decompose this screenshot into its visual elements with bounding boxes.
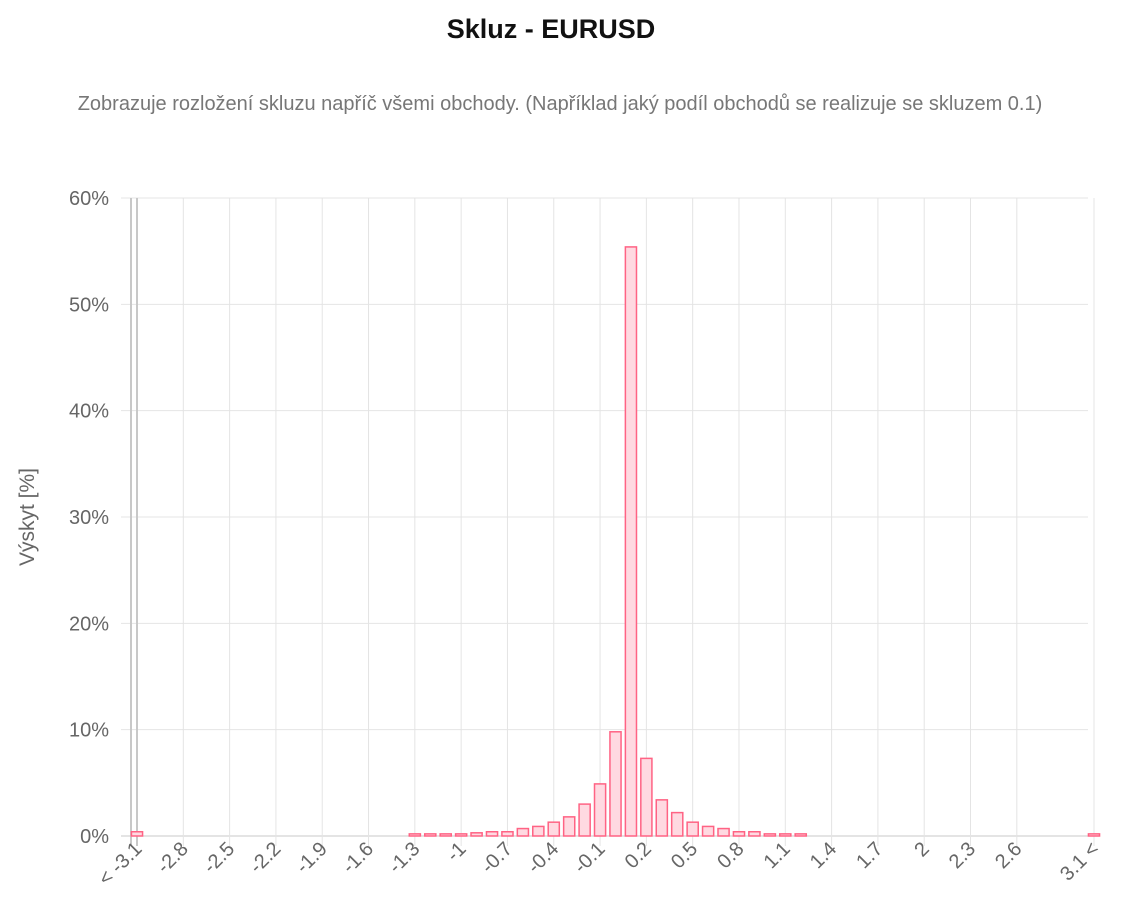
x-tick-label: 1.1: [760, 838, 795, 873]
y-tick-label: 40%: [69, 401, 109, 423]
x-tick-label: -1.9: [292, 838, 332, 878]
bar: [1087, 833, 1101, 837]
bar: [640, 757, 653, 837]
x-tick-label: -2.5: [199, 838, 239, 878]
x-tick-label: 2: [910, 838, 933, 861]
x-tick-label: 0.8: [713, 838, 748, 873]
x-tick-label: 2.6: [991, 838, 1026, 873]
x-tick-label: -2.2: [246, 838, 286, 878]
bar: [609, 731, 622, 837]
bar: [439, 833, 453, 837]
y-tick-label: 0%: [80, 826, 109, 848]
bar: [778, 833, 792, 837]
grid-lines: [121, 197, 1095, 846]
bar: [454, 833, 468, 837]
bar: [717, 827, 730, 837]
y-tick-label: 60%: [69, 188, 109, 210]
bar: [562, 816, 576, 837]
bars: [130, 246, 1101, 837]
x-tick-label: 1.7: [852, 838, 887, 873]
bar: [532, 825, 545, 837]
x-tick-label: -0.4: [523, 838, 563, 878]
bar: [732, 830, 746, 837]
bar: [130, 830, 144, 837]
bar: [423, 833, 437, 837]
y-tick-label: 30%: [69, 507, 109, 529]
x-tick-label: 0.5: [667, 838, 702, 873]
chart-title: Skluz - EURUSD: [446, 14, 656, 44]
chart-subtitle: Zobrazuje rozložení skluzu napříč všemi …: [77, 93, 1043, 115]
x-tick-label: -1.6: [338, 838, 378, 878]
y-axis: 0% 10% 20% 30% 40% 50% 60%: [69, 188, 109, 848]
bar: [408, 833, 422, 837]
x-tick-label: -1: [443, 838, 471, 866]
bar: [485, 830, 499, 837]
bar: [501, 830, 514, 837]
bar: [470, 832, 483, 837]
bar: [748, 830, 761, 837]
bar: [686, 821, 699, 837]
x-tick-label: -0.7: [477, 838, 517, 878]
bar: [593, 783, 607, 837]
x-tick-label: -2.8: [153, 838, 193, 878]
bar: [701, 825, 715, 837]
x-tick-label: -1.3: [384, 838, 424, 878]
bar: [624, 246, 638, 837]
x-tick-label: 1.4: [806, 838, 841, 873]
x-tick-label: 3.1 <: [1056, 838, 1103, 885]
x-tick-label: -0.1: [570, 838, 610, 878]
bar: [578, 803, 591, 837]
x-tick-label: 0.2: [621, 838, 656, 873]
y-tick-label: 50%: [69, 294, 109, 316]
bar: [655, 799, 669, 837]
bar: [794, 833, 808, 837]
bar: [670, 811, 684, 837]
x-tick-label: 2.3: [945, 838, 980, 873]
bar: [763, 833, 777, 837]
y-axis-label: Výskyt [%]: [16, 468, 39, 566]
bar: [547, 821, 561, 837]
x-axis: < -3.1 -2.8 -2.5 -2.2 -1.9 -1.6 -1.3 -1 -0.7 -0.4…: [94, 838, 1103, 890]
y-tick-label: 20%: [69, 613, 109, 635]
bar: [516, 827, 530, 837]
y-tick-label: 10%: [69, 720, 109, 742]
